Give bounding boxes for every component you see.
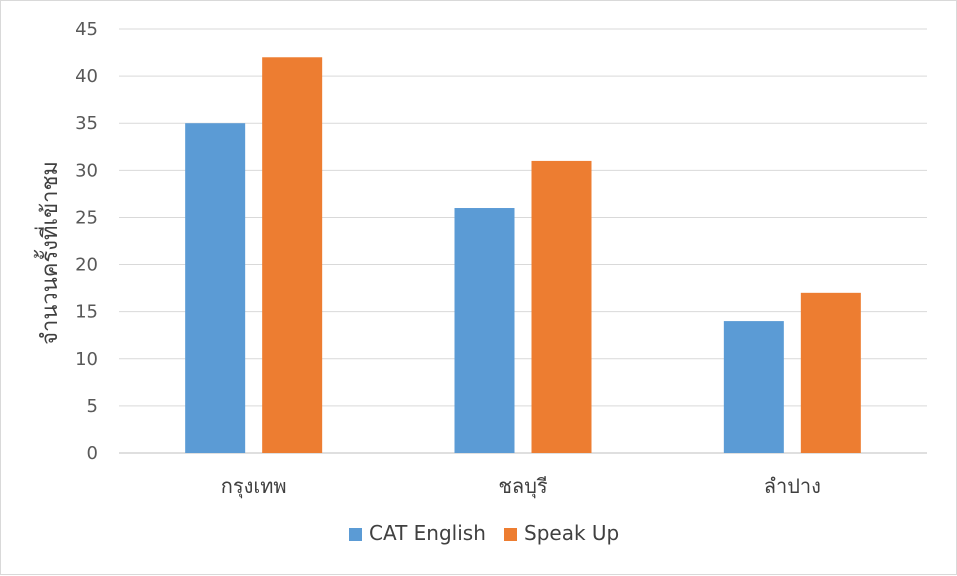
legend-swatch <box>349 528 362 541</box>
y-tick-label: 40 <box>75 66 98 87</box>
legend-swatch <box>504 528 517 541</box>
bar <box>531 160 592 453</box>
y-tick-label: 20 <box>75 255 98 276</box>
legend: CAT English Speak Up <box>349 521 619 545</box>
legend-label: CAT English <box>369 521 486 545</box>
y-tick-label: 15 <box>75 302 98 323</box>
y-axis-ticks: 0 5 10 15 20 25 30 35 40 45 <box>75 19 98 464</box>
bar <box>262 57 323 454</box>
gridlines <box>119 28 927 454</box>
y-axis-title: จำนวนครั้งที่เข้าชม <box>34 161 63 345</box>
x-axis-categories: กรุงเทพ ชลบุรี ลำปาง <box>221 474 821 499</box>
category-label: ลำปาง <box>764 474 821 498</box>
category-label: ชลบุรี <box>498 474 548 499</box>
y-tick-label: 30 <box>75 160 98 181</box>
y-tick-label: 10 <box>75 349 98 370</box>
y-tick-label: 5 <box>87 396 98 417</box>
y-tick-label: 0 <box>87 443 98 464</box>
bar <box>723 321 784 453</box>
bar <box>185 123 246 453</box>
bar <box>454 208 515 453</box>
legend-label: Speak Up <box>524 521 619 545</box>
y-tick-label: 25 <box>75 207 98 228</box>
bar <box>800 292 861 453</box>
y-tick-label: 45 <box>75 19 98 40</box>
y-tick-label: 35 <box>75 113 98 134</box>
category-label: กรุงเทพ <box>221 474 287 499</box>
bars <box>185 57 861 454</box>
